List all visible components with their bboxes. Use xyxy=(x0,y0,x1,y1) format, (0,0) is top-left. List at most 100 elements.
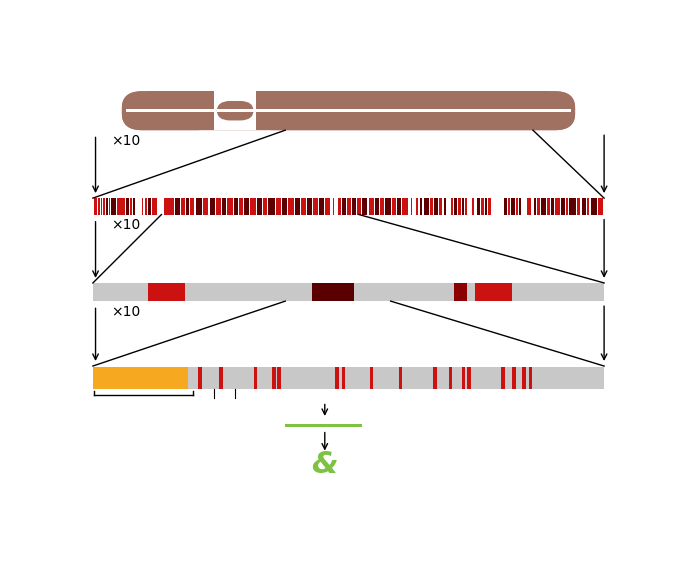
Bar xyxy=(325,198,330,215)
Bar xyxy=(462,198,464,215)
Bar xyxy=(477,198,480,215)
Bar xyxy=(362,198,367,215)
Bar xyxy=(488,198,491,215)
Bar xyxy=(148,198,152,215)
Bar xyxy=(307,198,311,215)
FancyBboxPatch shape xyxy=(254,91,575,130)
Bar xyxy=(588,198,590,215)
Bar xyxy=(582,198,586,215)
Bar xyxy=(126,109,571,112)
FancyBboxPatch shape xyxy=(122,91,575,130)
Bar xyxy=(591,198,597,215)
Bar xyxy=(216,198,221,215)
Bar xyxy=(449,368,452,378)
Bar xyxy=(186,198,189,215)
Bar xyxy=(190,198,194,215)
Bar xyxy=(529,368,532,378)
Bar xyxy=(181,198,185,215)
Bar xyxy=(217,109,254,112)
Bar xyxy=(439,198,442,215)
Bar xyxy=(416,198,418,215)
Bar xyxy=(398,368,403,378)
Bar xyxy=(424,198,428,215)
Bar xyxy=(566,198,568,215)
Bar xyxy=(101,198,103,215)
Text: &: & xyxy=(311,450,338,479)
Bar xyxy=(106,198,107,215)
Bar xyxy=(398,378,403,388)
Bar xyxy=(93,198,604,215)
Bar xyxy=(93,368,604,378)
Bar xyxy=(569,198,576,215)
Bar xyxy=(512,368,515,378)
Bar xyxy=(555,198,560,215)
Text: ×10: ×10 xyxy=(112,134,141,148)
Bar xyxy=(577,198,581,215)
Bar xyxy=(445,198,446,215)
Bar xyxy=(199,378,202,388)
Bar xyxy=(526,198,531,215)
Bar xyxy=(454,198,457,215)
Bar xyxy=(462,378,466,388)
Bar xyxy=(341,368,345,378)
Bar xyxy=(222,198,226,215)
Bar xyxy=(164,198,173,215)
Bar xyxy=(432,368,437,378)
Bar xyxy=(520,198,522,215)
Bar xyxy=(420,198,422,215)
Bar xyxy=(432,378,437,388)
Bar xyxy=(244,198,250,215)
Bar xyxy=(430,198,432,215)
Bar xyxy=(551,198,554,215)
Bar xyxy=(103,198,105,215)
Bar xyxy=(199,368,202,378)
Bar xyxy=(512,378,515,388)
Bar xyxy=(335,368,339,378)
Bar xyxy=(505,198,507,215)
Bar xyxy=(547,198,550,215)
Text: ×10: ×10 xyxy=(112,305,141,319)
Bar xyxy=(93,378,604,388)
Bar xyxy=(148,91,217,130)
Bar xyxy=(311,283,354,301)
Bar xyxy=(126,198,129,215)
Bar xyxy=(347,198,351,215)
Bar xyxy=(254,109,571,112)
Bar xyxy=(277,368,281,378)
Bar xyxy=(272,368,276,378)
Bar xyxy=(109,198,110,215)
Bar xyxy=(196,198,202,215)
Bar xyxy=(458,198,461,215)
Bar xyxy=(452,198,454,215)
Bar xyxy=(333,198,335,215)
Bar xyxy=(467,368,471,378)
Bar xyxy=(454,283,467,301)
Bar xyxy=(94,198,97,215)
Bar xyxy=(175,198,180,215)
Bar xyxy=(537,198,540,215)
Bar xyxy=(485,198,487,215)
FancyBboxPatch shape xyxy=(122,91,217,130)
Bar xyxy=(112,198,116,215)
Bar xyxy=(462,368,466,378)
Bar xyxy=(301,198,306,215)
Bar xyxy=(220,368,223,378)
Bar xyxy=(263,198,267,215)
Bar xyxy=(370,368,373,378)
Bar xyxy=(342,198,346,215)
Bar xyxy=(369,198,374,215)
Bar xyxy=(501,378,505,388)
Bar xyxy=(234,198,238,215)
Bar xyxy=(397,198,401,215)
Bar xyxy=(152,198,156,215)
Bar xyxy=(449,378,452,388)
Bar xyxy=(562,198,565,215)
Bar xyxy=(511,198,515,215)
Bar xyxy=(475,283,512,301)
Bar xyxy=(214,91,256,130)
Bar xyxy=(203,198,208,215)
Bar xyxy=(276,198,281,215)
Bar xyxy=(133,198,135,215)
Bar xyxy=(541,198,545,215)
Bar xyxy=(386,198,390,215)
